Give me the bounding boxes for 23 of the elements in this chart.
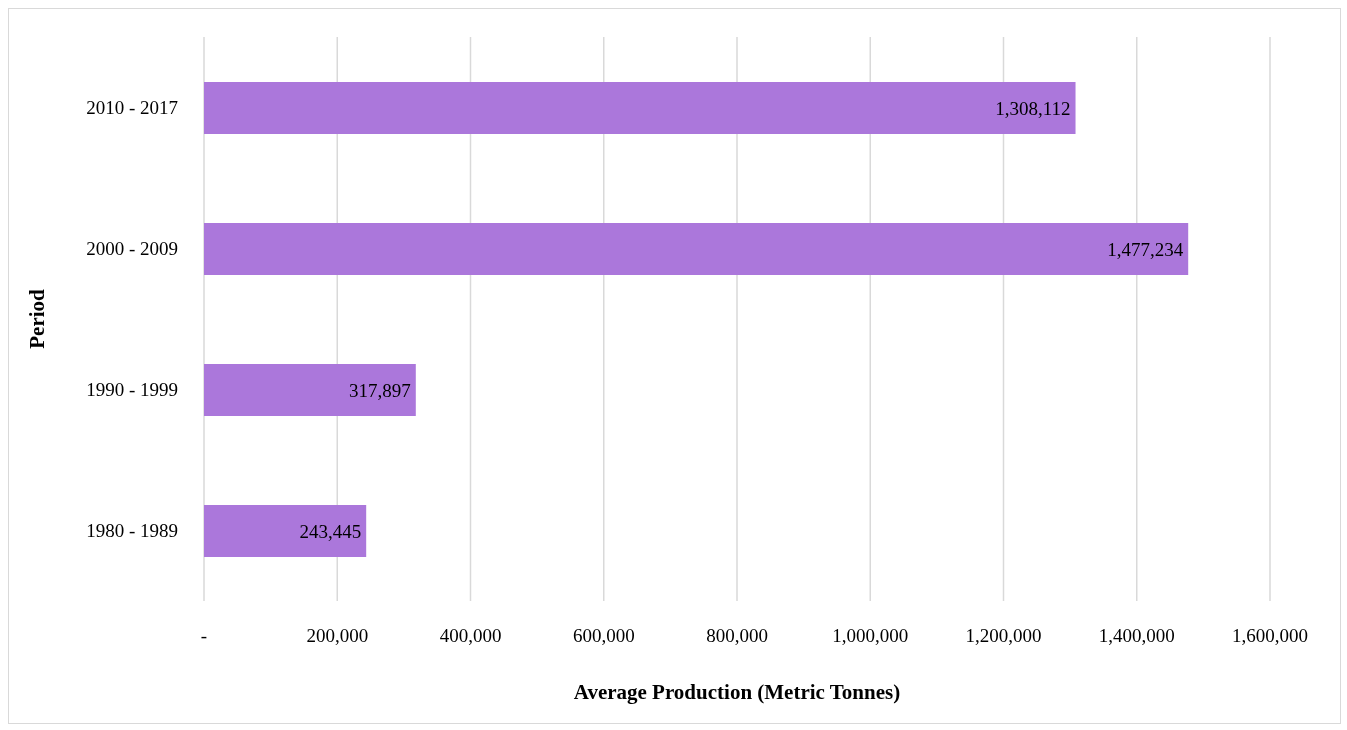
x-tick-label: 200,000	[306, 625, 369, 647]
y-tick-label: 1990 - 1999	[86, 379, 178, 401]
data-label: 1,308,112	[995, 97, 1071, 119]
y-axis-title: Period	[25, 288, 50, 349]
x-tick-label: 1,600,000	[1232, 625, 1308, 647]
data-label: 317,897	[349, 379, 411, 401]
x-tick-label: 1,000,000	[832, 625, 909, 647]
x-axis-title: Average Production (Metric Tonnes)	[573, 680, 901, 704]
y-tick-label: 1980 - 1989	[86, 520, 178, 542]
x-tick-label: 600,000	[572, 625, 635, 647]
bar	[204, 223, 1189, 275]
y-tick-label: 2000 - 2009	[86, 238, 178, 260]
x-tick-label: 1,200,000	[965, 625, 1042, 647]
x-tick-label: -	[200, 625, 208, 647]
bar	[204, 364, 416, 416]
data-label: 1,477,234	[1107, 238, 1184, 260]
data-label: 243,445	[299, 520, 362, 542]
bar	[204, 505, 367, 557]
x-tick-label: 800,000	[706, 625, 768, 647]
bar	[204, 82, 1076, 134]
y-tick-label: 2010 - 2017	[86, 97, 178, 119]
x-tick-label: 400,000	[439, 625, 502, 647]
x-tick-label: 1,400,000	[1098, 625, 1175, 647]
